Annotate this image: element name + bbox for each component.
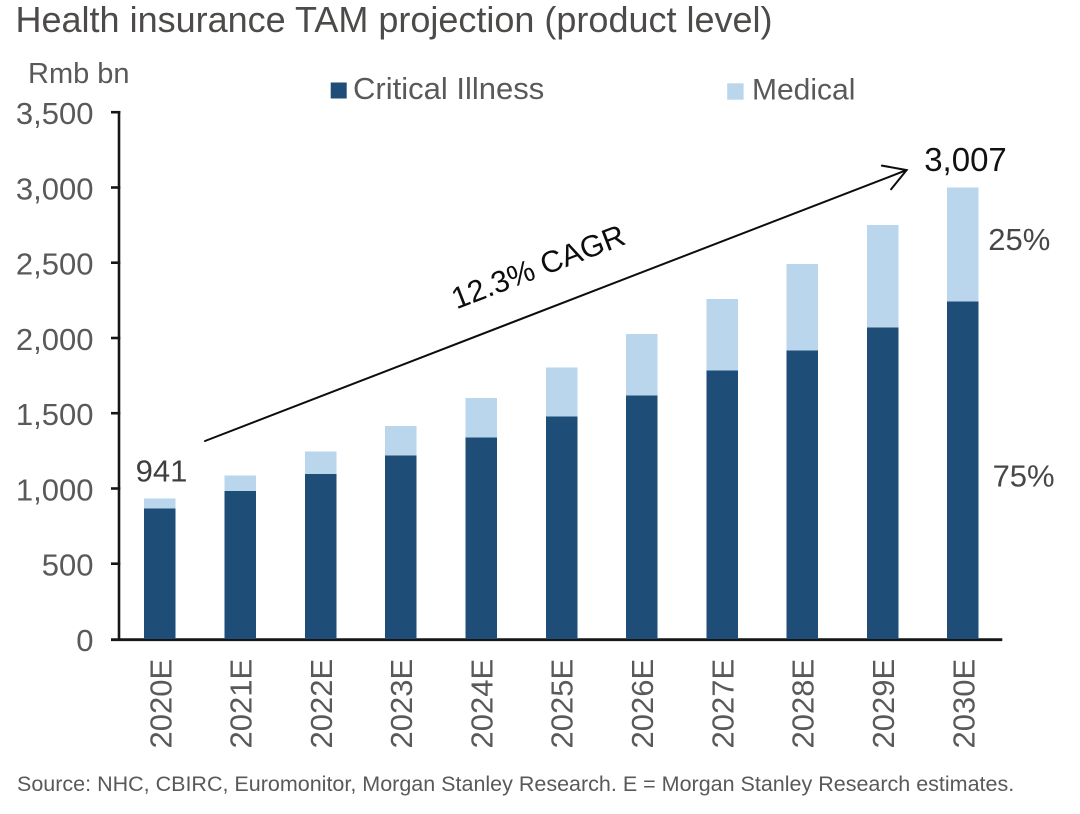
svg-text:Medical: Medical xyxy=(752,74,855,107)
svg-text:500: 500 xyxy=(42,548,94,583)
svg-text:3,007: 3,007 xyxy=(924,141,1007,178)
svg-text:0: 0 xyxy=(76,623,93,658)
svg-text:12.3% CAGR: 12.3% CAGR xyxy=(447,218,630,316)
svg-text:1,000: 1,000 xyxy=(16,473,94,508)
svg-text:Critical Illness: Critical Illness xyxy=(353,71,544,106)
svg-text:3,000: 3,000 xyxy=(16,172,94,207)
svg-text:Health insurance TAM projectio: Health insurance TAM projection (product… xyxy=(16,0,773,40)
svg-text:941: 941 xyxy=(136,454,188,489)
svg-text:2021E: 2021E xyxy=(224,659,259,749)
svg-text:3,500: 3,500 xyxy=(16,96,94,131)
svg-text:2024E: 2024E xyxy=(465,659,500,749)
svg-text:2025E: 2025E xyxy=(545,659,580,749)
svg-text:2026E: 2026E xyxy=(625,659,660,749)
svg-text:2022E: 2022E xyxy=(304,659,339,749)
svg-text:2,500: 2,500 xyxy=(16,247,94,282)
svg-text:2030E: 2030E xyxy=(946,659,981,749)
svg-text:2027E: 2027E xyxy=(705,659,740,749)
svg-text:1,500: 1,500 xyxy=(16,397,94,432)
svg-text:2020E: 2020E xyxy=(143,659,178,749)
svg-text:2023E: 2023E xyxy=(384,659,419,749)
svg-text:2029E: 2029E xyxy=(866,659,901,749)
svg-text:25%: 25% xyxy=(988,222,1050,257)
svg-text:Rmb bn: Rmb bn xyxy=(28,58,130,90)
svg-text:Source: NHC, CBIRC, Euromonito: Source: NHC, CBIRC, Euromonitor, Morgan … xyxy=(17,772,1014,796)
svg-text:2028E: 2028E xyxy=(786,659,821,749)
svg-text:75%: 75% xyxy=(993,459,1055,494)
svg-text:2,000: 2,000 xyxy=(16,322,94,357)
